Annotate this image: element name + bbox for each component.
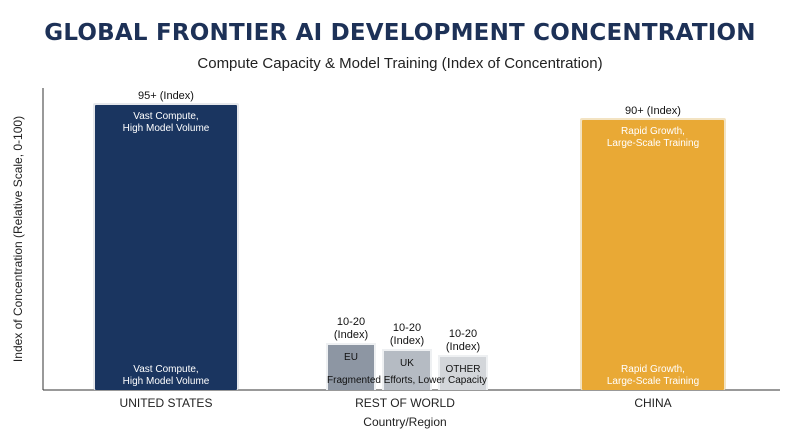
chart-title: GLOBAL FRONTIER AI DEVELOPMENT CONCENTRA… bbox=[44, 20, 756, 46]
y-axis-label: Index of Concentration (Relative Scale, … bbox=[11, 116, 25, 362]
sub-bar-value-label: 10-20 (Index) bbox=[334, 316, 368, 341]
bar-value-label: 90+ (Index) bbox=[625, 105, 681, 117]
sub-bar-name: UK bbox=[400, 358, 414, 369]
x-tick-label: UNITED STATES bbox=[120, 396, 213, 410]
bar[interactable] bbox=[582, 120, 724, 390]
sub-bar-name: OTHER bbox=[446, 364, 481, 375]
x-tick-label: CHINA bbox=[634, 396, 671, 410]
sub-bar-value-label: 10-20 (Index) bbox=[390, 322, 424, 347]
sub-bar[interactable] bbox=[328, 345, 374, 390]
sub-bar-name: EU bbox=[344, 352, 358, 363]
bar-value-label: 95+ (Index) bbox=[138, 90, 194, 102]
sub-bar[interactable] bbox=[440, 357, 486, 390]
x-axis-label: Country/Region bbox=[363, 415, 446, 429]
bar-inner-label-bottom: Vast Compute, High Model Volume bbox=[123, 364, 210, 387]
x-tick-label: REST OF WORLD bbox=[355, 396, 455, 410]
sub-bar[interactable] bbox=[384, 351, 430, 390]
bar-inner-label-top: Vast Compute, High Model Volume bbox=[123, 111, 210, 134]
chart-subtitle: Compute Capacity & Model Training (Index… bbox=[197, 55, 603, 72]
sub-bar-value-label: 10-20 (Index) bbox=[446, 328, 480, 353]
bar[interactable] bbox=[95, 105, 237, 390]
bar-inner-label-top: Rapid Growth, Large-Scale Training bbox=[607, 126, 699, 149]
rest-of-world-caption: Fragmented Efforts, Lower Capacity bbox=[327, 375, 487, 386]
bar-inner-label-bottom: Rapid Growth, Large-Scale Training bbox=[607, 364, 699, 387]
